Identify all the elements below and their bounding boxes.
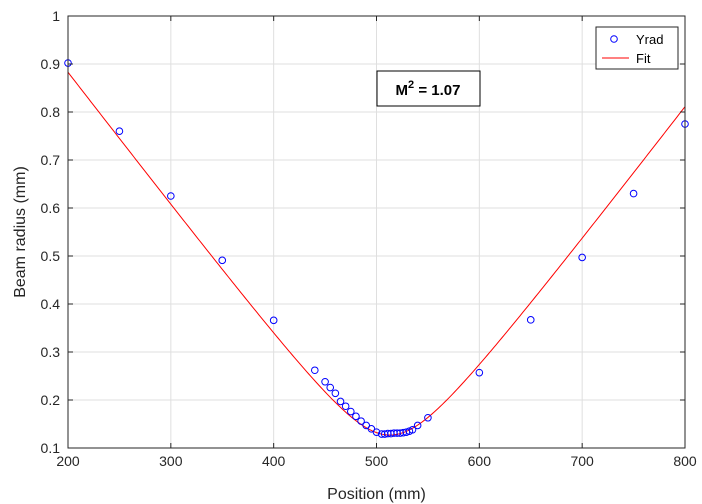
x-tick-label: 500: [365, 453, 389, 469]
x-tick-label: 600: [468, 453, 492, 469]
data-point: [321, 377, 329, 386]
data-point: [357, 417, 365, 425]
data-point: [352, 412, 360, 421]
data-point: [326, 383, 335, 392]
data-point: [526, 316, 535, 324]
annotation-value: = 1.07: [414, 82, 460, 99]
data-points: [64, 59, 689, 438]
x-tick-label: 400: [262, 453, 286, 469]
data-point: [115, 127, 124, 135]
y-tick-label: 0.9: [41, 56, 61, 72]
fit-layer: [67, 71, 686, 436]
data-point: [331, 389, 340, 398]
data-point: [413, 421, 422, 430]
data-point: [311, 366, 319, 375]
data-point: [269, 316, 278, 325]
data-point: [336, 397, 345, 406]
data-point: [629, 189, 638, 198]
data-point: [218, 256, 227, 265]
y-tick-label: 0.2: [41, 392, 61, 408]
y-tick-label: 0.6: [41, 200, 61, 216]
legend: Yrad Fit: [595, 26, 679, 70]
fit-curve: [67, 71, 686, 436]
annotation-box: [376, 70, 481, 107]
m-squared-annotation: M2 = 1.07: [376, 70, 481, 107]
x-tick-label: 300: [159, 453, 183, 469]
data-point: [367, 425, 376, 433]
x-tick-label: 700: [570, 453, 594, 469]
y-tick-label: 0.1: [41, 440, 61, 456]
data-point: [346, 407, 355, 416]
y-axis-label: Beam radius (mm): [12, 166, 29, 298]
y-axis-ticks: 0.1 0.2 0.3 0.4 0.5 0.6 0.7 0.8 0.9 1: [41, 8, 685, 456]
legend-label-yrad: Yrad: [636, 32, 663, 47]
data-point: [167, 192, 175, 200]
data-point: [408, 425, 417, 434]
y-tick-label: 0.4: [41, 296, 61, 312]
x-tick-label: 200: [56, 453, 80, 469]
y-tick-label: 0.5: [41, 248, 61, 264]
data-point: [578, 253, 586, 262]
annotation-superscript: 2: [408, 79, 414, 91]
data-point: [362, 421, 371, 430]
data-point: [372, 428, 381, 436]
x-axis-ticks: 200 300 400 500 600 700 800: [56, 16, 697, 469]
y-tick-label: 1: [52, 8, 60, 24]
x-axis-label: Position (mm): [327, 486, 426, 503]
y-tick-label: 0.3: [41, 344, 61, 360]
annotation-text: M2 = 1.07: [396, 79, 461, 99]
x-tick-label: 800: [673, 453, 697, 469]
y-tick-label: 0.8: [41, 104, 61, 120]
y-tick-label: 0.7: [41, 152, 61, 168]
data-point: [424, 413, 432, 422]
data-point: [341, 402, 350, 411]
legend-marker-yrad: [610, 35, 618, 43]
annotation-base: M: [396, 82, 409, 99]
legend-box: [595, 26, 679, 70]
legend-label-fit: Fit: [636, 51, 651, 66]
data-point: [475, 368, 484, 377]
